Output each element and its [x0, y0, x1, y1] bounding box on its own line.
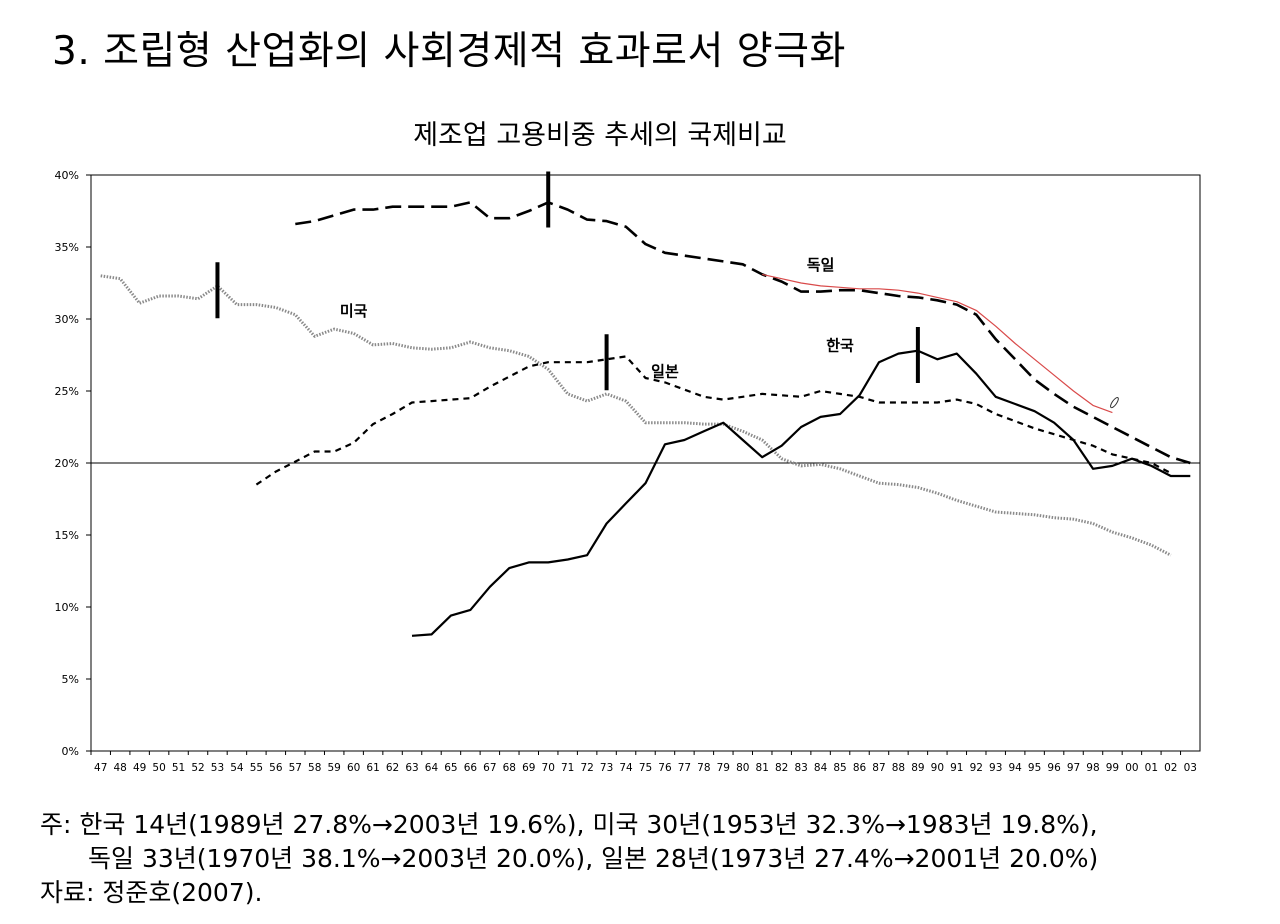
x-tick-label: 57: [289, 762, 302, 774]
x-tick-label: 76: [658, 762, 672, 774]
x-tick-label: 47: [94, 762, 107, 774]
x-tick-label: 48: [113, 762, 126, 774]
x-tick-label: 56: [269, 762, 283, 774]
series-line-5: [411, 349, 1191, 637]
x-tick-label: 86: [853, 762, 867, 774]
x-tick-label: 65: [444, 762, 457, 774]
x-tick-label: 79: [717, 762, 730, 774]
x-tick-label: 55: [250, 762, 263, 774]
x-tick-label: 78: [697, 762, 710, 774]
x-tick-label: 99: [1106, 762, 1119, 774]
x-tick-label: 98: [1086, 762, 1099, 774]
x-tick-label: 72: [580, 762, 593, 774]
axes: 0% 5% 10% 15% 20% 25% 30% 35% 40% 47 48 49 50 51 52 53 5…: [55, 169, 1201, 774]
x-tick-label: 68: [503, 762, 516, 774]
x-tick-label: 01: [1145, 762, 1158, 774]
y-tick-label: 40%: [55, 169, 79, 182]
page-heading: 3. 조립형 산업화의 사회경제적 효과로서 양극화: [52, 29, 846, 74]
x-tick-label: 53: [211, 762, 224, 774]
x-tick-label: 80: [736, 762, 749, 774]
x-tick-label: 60: [347, 762, 360, 774]
x-tick-label: 49: [133, 762, 146, 774]
x-tick-label: 61: [366, 762, 379, 774]
y-tick-label: 30%: [55, 313, 79, 326]
employment-share-chart: 0% 5% 10% 15% 20% 25% 30% 35% 40% 47 48 49 50 51 52 53 5…: [55, 169, 1201, 774]
x-tick-label: 97: [1067, 762, 1080, 774]
x-tick-label: 58: [308, 762, 321, 774]
x-tick-label: 95: [1028, 762, 1041, 774]
x-tick-label: 84: [814, 762, 828, 774]
x-tick-label: 69: [522, 762, 535, 774]
x-tick-label: 93: [989, 762, 1002, 774]
x-tick-label: 73: [600, 762, 613, 774]
source-line: 자료: 정준호(2007).: [40, 878, 263, 907]
x-tick-label: 94: [1008, 762, 1022, 774]
series-label: 한국: [826, 337, 854, 355]
x-tick-label: 89: [911, 762, 924, 774]
x-tick-label: 52: [191, 762, 204, 774]
x-tick-label: 54: [230, 762, 244, 774]
x-tick-label: 51: [172, 762, 185, 774]
x-tick-label: 71: [561, 762, 574, 774]
series-label: 미국: [340, 302, 368, 320]
x-tick-label: 50: [152, 762, 165, 774]
y-tick-label: 25%: [55, 385, 79, 398]
series-line-2: [295, 201, 1191, 465]
chart-notes: 주: 한국 14년(1989년 27.8%→2003년 19.6%), 미국 3…: [40, 808, 1098, 910]
note-line-1: 주: 한국 14년(1989년 27.8%→2003년 19.6%), 미국 3…: [40, 810, 1098, 839]
x-tick-label: 03: [1184, 762, 1197, 774]
x-tick-label: 96: [1047, 762, 1061, 774]
x-tick-label: 66: [464, 762, 478, 774]
series-line-3: [762, 273, 1113, 414]
note-line-2: 독일 33년(1970년 38.1%→2003년 20.0%), 일본 28년(…: [88, 844, 1099, 873]
y-tick-label: 35%: [55, 241, 79, 254]
y-tick-label: 10%: [55, 601, 79, 614]
x-tick-label: 77: [678, 762, 691, 774]
x-tick-label: 62: [386, 762, 399, 774]
series-label: 독일: [807, 256, 835, 274]
x-tick-label: 64: [425, 762, 439, 774]
x-tick-label: 02: [1164, 762, 1177, 774]
x-tick-label: 00: [1125, 762, 1138, 774]
series-label: 일본: [651, 363, 679, 381]
series-line-4: [255, 355, 1172, 486]
x-tick-label: 82: [775, 762, 788, 774]
x-tick-label: 63: [405, 762, 418, 774]
y-tick-label: 0%: [62, 745, 79, 758]
y-tick-label: 5%: [62, 673, 79, 686]
x-tick-label: 59: [328, 762, 341, 774]
x-tick-label: 90: [931, 762, 944, 774]
chart-title: 제조업 고용비중 추세의 국제비교: [413, 120, 787, 151]
x-tick-label: 67: [483, 762, 496, 774]
pen-mark: [1110, 397, 1119, 409]
x-tick-label: 91: [950, 762, 963, 774]
series-line-1: [100, 274, 1172, 557]
peak-markers: [215, 171, 920, 391]
x-tick-label: 85: [833, 762, 846, 774]
x-tick-label: 88: [892, 762, 905, 774]
x-tick-label: 83: [794, 762, 807, 774]
y-tick-label: 15%: [55, 529, 79, 542]
x-tick-label: 70: [542, 762, 555, 774]
y-tick-label: 20%: [55, 457, 79, 470]
x-tick-label: 92: [970, 762, 983, 774]
series-lines: [100, 201, 1191, 637]
x-tick-label: 75: [639, 762, 652, 774]
x-tick-label: 81: [756, 762, 769, 774]
x-tick-label: 74: [619, 762, 633, 774]
x-tick-label: 87: [872, 762, 885, 774]
